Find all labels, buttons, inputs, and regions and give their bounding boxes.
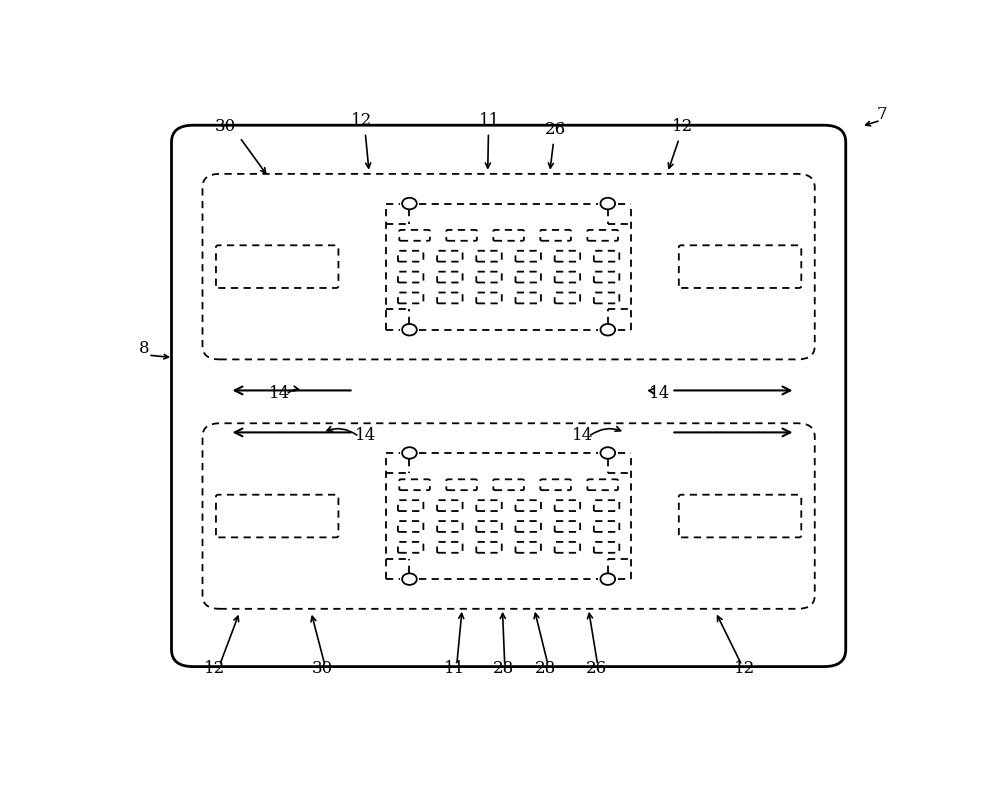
Text: 30: 30 [215, 118, 236, 135]
FancyBboxPatch shape [555, 272, 580, 283]
FancyBboxPatch shape [476, 542, 502, 553]
FancyBboxPatch shape [437, 521, 463, 532]
FancyBboxPatch shape [555, 292, 580, 303]
FancyBboxPatch shape [437, 272, 463, 283]
Text: 7: 7 [877, 106, 887, 123]
FancyBboxPatch shape [493, 230, 524, 241]
FancyBboxPatch shape [594, 250, 619, 261]
FancyBboxPatch shape [594, 542, 619, 553]
Text: 11: 11 [479, 112, 500, 130]
FancyBboxPatch shape [540, 230, 571, 241]
Text: 28: 28 [535, 660, 556, 677]
FancyBboxPatch shape [679, 495, 801, 537]
FancyBboxPatch shape [216, 495, 338, 537]
FancyBboxPatch shape [594, 272, 619, 283]
FancyBboxPatch shape [515, 292, 541, 303]
Text: 26: 26 [586, 660, 607, 677]
Text: 12: 12 [672, 118, 694, 135]
Text: 8: 8 [139, 340, 150, 357]
FancyBboxPatch shape [446, 230, 477, 241]
FancyBboxPatch shape [515, 542, 541, 553]
FancyBboxPatch shape [587, 480, 618, 490]
FancyBboxPatch shape [555, 250, 580, 261]
FancyBboxPatch shape [172, 125, 846, 667]
FancyBboxPatch shape [398, 250, 423, 261]
FancyBboxPatch shape [216, 246, 338, 288]
FancyBboxPatch shape [679, 246, 801, 288]
Text: 30: 30 [312, 660, 333, 677]
FancyBboxPatch shape [437, 542, 463, 553]
Text: 12: 12 [204, 660, 225, 677]
FancyBboxPatch shape [594, 292, 619, 303]
FancyBboxPatch shape [476, 250, 502, 261]
FancyBboxPatch shape [398, 500, 423, 511]
FancyBboxPatch shape [399, 230, 430, 241]
FancyBboxPatch shape [476, 521, 502, 532]
Text: 14: 14 [649, 385, 670, 402]
FancyBboxPatch shape [398, 292, 423, 303]
Text: 14: 14 [269, 385, 291, 402]
FancyBboxPatch shape [587, 230, 618, 241]
FancyBboxPatch shape [437, 500, 463, 511]
FancyBboxPatch shape [476, 292, 502, 303]
FancyBboxPatch shape [476, 500, 502, 511]
FancyBboxPatch shape [515, 521, 541, 532]
FancyBboxPatch shape [398, 272, 423, 283]
FancyBboxPatch shape [555, 542, 580, 553]
FancyBboxPatch shape [399, 480, 430, 490]
FancyBboxPatch shape [515, 272, 541, 283]
FancyBboxPatch shape [555, 521, 580, 532]
Text: 26: 26 [545, 122, 566, 138]
FancyBboxPatch shape [398, 521, 423, 532]
FancyBboxPatch shape [437, 250, 463, 261]
Text: 12: 12 [351, 112, 372, 130]
FancyBboxPatch shape [594, 521, 619, 532]
Text: 14: 14 [355, 427, 376, 444]
FancyBboxPatch shape [476, 272, 502, 283]
FancyBboxPatch shape [555, 500, 580, 511]
Text: 14: 14 [572, 427, 593, 444]
FancyBboxPatch shape [515, 500, 541, 511]
FancyBboxPatch shape [398, 542, 423, 553]
FancyBboxPatch shape [594, 500, 619, 511]
Text: 11: 11 [444, 660, 465, 677]
FancyBboxPatch shape [446, 480, 477, 490]
Text: 12: 12 [734, 660, 756, 677]
FancyBboxPatch shape [540, 480, 571, 490]
FancyBboxPatch shape [437, 292, 463, 303]
FancyBboxPatch shape [493, 480, 524, 490]
Text: 28: 28 [493, 660, 514, 677]
FancyBboxPatch shape [515, 250, 541, 261]
